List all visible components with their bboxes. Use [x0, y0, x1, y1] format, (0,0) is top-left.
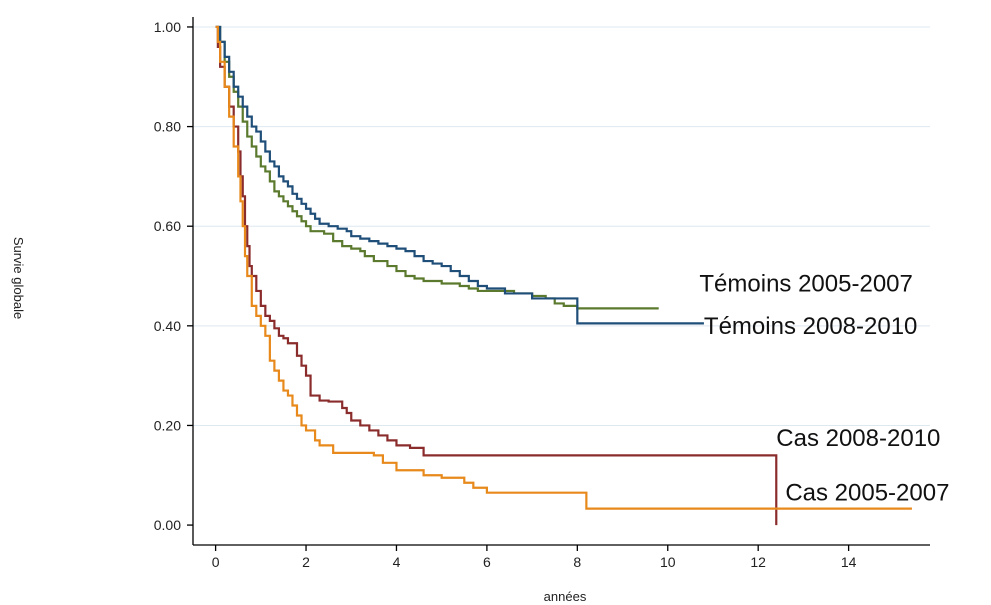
series-labels: Témoins 2005-2007 Témoins 2008-2010 Cas 20… [699, 270, 949, 506]
series-lines [215, 25, 912, 526]
x-tick-label: 8 [573, 554, 581, 570]
axes: 0.00 0.20 0.40 0.60 0.80 1.00 0 2 4 6 8 10 12 14 [154, 17, 930, 570]
y-tick-label: 1.00 [154, 19, 181, 35]
series-label-3: Cas 2005-2007 [785, 480, 949, 507]
series-line-2 [215, 25, 778, 526]
series-label-0: Témoins 2005-2007 [699, 270, 912, 297]
x-tick-label: 0 [212, 554, 220, 570]
x-axis-title: années [544, 589, 587, 604]
y-tick-label: 0.20 [154, 417, 181, 433]
y-tick-label: 0.40 [154, 318, 181, 334]
y-tick-label: 0.00 [154, 517, 181, 533]
x-tick-label: 4 [393, 554, 401, 570]
x-tick-label: 2 [302, 554, 310, 570]
series-line-1 [215, 25, 704, 325]
x-tick-label: 6 [483, 554, 491, 570]
series-line-0 [215, 25, 659, 310]
y-tick-label: 0.60 [154, 218, 181, 234]
x-tick-label: 14 [841, 554, 857, 570]
series-label-2: Cas 2008-2010 [776, 425, 940, 452]
y-axis-title: Survie globale [11, 237, 26, 319]
y-tick-label: 0.80 [154, 119, 181, 135]
x-tick-label: 12 [750, 554, 766, 570]
gridlines [193, 26, 930, 426]
x-tick-label: 10 [660, 554, 676, 570]
series-label-1: Témoins 2008-2010 [704, 313, 917, 340]
series-line-3 [215, 25, 912, 510]
